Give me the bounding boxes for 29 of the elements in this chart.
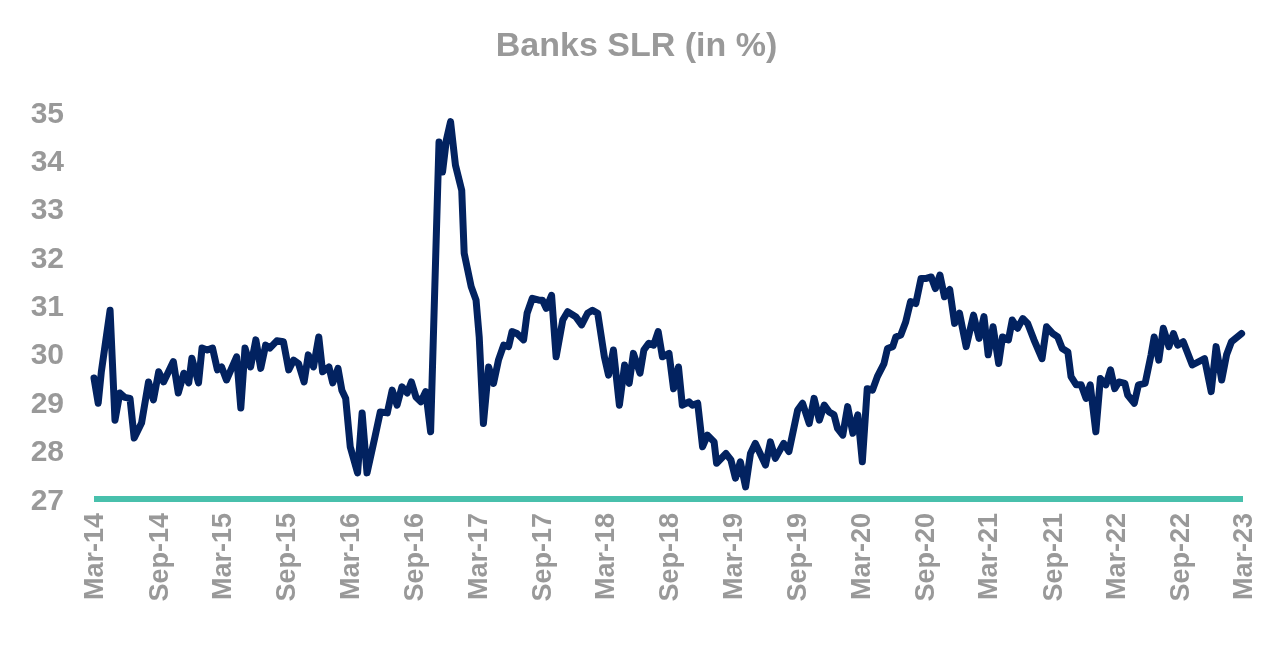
- x-tick-label: Sep-22: [1165, 513, 1196, 602]
- x-tick-label: Sep-18: [654, 513, 685, 602]
- x-tick-label: Sep-19: [782, 513, 813, 602]
- x-tick-label: Sep-17: [526, 513, 557, 602]
- x-tick-label: Mar-16: [334, 513, 365, 601]
- x-tick-label: Mar-23: [1228, 513, 1259, 601]
- x-tick-label: Mar-19: [717, 513, 748, 601]
- y-tick-label: 27: [30, 482, 64, 516]
- x-tick-label: Mar-21: [973, 513, 1004, 601]
- x-tick-label: Mar-17: [462, 513, 493, 601]
- x-tick-label: Mar-15: [207, 513, 238, 601]
- x-tick-label: Mar-18: [590, 513, 621, 601]
- x-tick-label: Sep-14: [143, 513, 174, 602]
- x-tick-label: Sep-21: [1037, 513, 1068, 602]
- y-tick-label: 29: [30, 385, 64, 419]
- y-tick-label: 34: [30, 143, 65, 177]
- x-tick-label: Sep-16: [399, 513, 430, 602]
- y-tick-label: 35: [30, 95, 64, 129]
- x-tick-label: Sep-20: [910, 513, 940, 602]
- x-tick-label: Mar-20: [845, 513, 876, 601]
- x-tick-label: Mar-14: [79, 513, 110, 601]
- x-tick-label: Mar-22: [1100, 513, 1131, 601]
- y-tick-label: 32: [30, 240, 64, 274]
- y-tick-label: 33: [30, 192, 64, 226]
- chart-title: Banks SLR (in %): [495, 25, 778, 63]
- y-tick-label: 28: [30, 434, 64, 468]
- y-tick-label: 31: [30, 289, 64, 322]
- y-tick-label: 30: [30, 337, 64, 371]
- x-tick-label: Sep-15: [271, 513, 302, 602]
